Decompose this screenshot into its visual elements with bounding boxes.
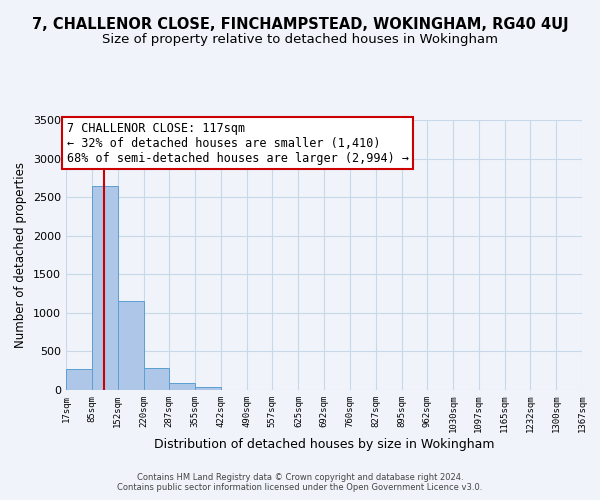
X-axis label: Distribution of detached houses by size in Wokingham: Distribution of detached houses by size … [154,438,494,451]
Bar [169,383,195,390]
Text: Contains HM Land Registry data © Crown copyright and database right 2024.
Contai: Contains HM Land Registry data © Crown c… [118,473,482,492]
Bar [118,302,143,390]
Bar [66,369,92,390]
Text: 7 CHALLENOR CLOSE: 117sqm
← 32% of detached houses are smaller (1,410)
68% of se: 7 CHALLENOR CLOSE: 117sqm ← 32% of detac… [67,122,409,164]
Bar [143,368,169,390]
Y-axis label: Number of detached properties: Number of detached properties [14,162,28,348]
Text: 7, CHALLENOR CLOSE, FINCHAMPSTEAD, WOKINGHAM, RG40 4UJ: 7, CHALLENOR CLOSE, FINCHAMPSTEAD, WOKIN… [32,18,568,32]
Bar [195,386,221,390]
Text: Size of property relative to detached houses in Wokingham: Size of property relative to detached ho… [102,32,498,46]
Bar [92,186,118,390]
